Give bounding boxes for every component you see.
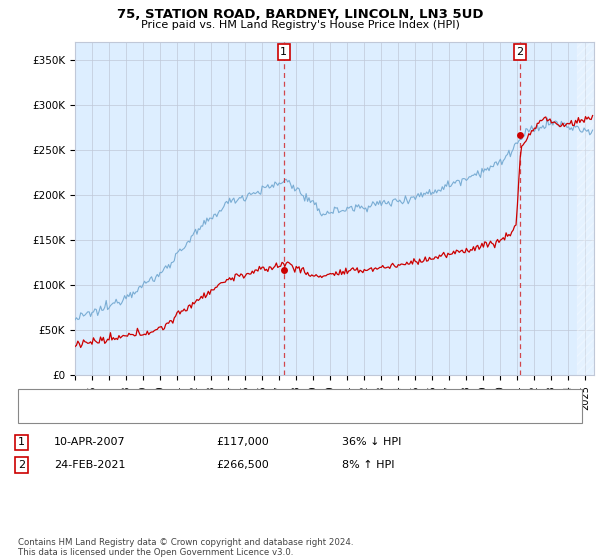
Text: £117,000: £117,000 bbox=[216, 437, 269, 447]
Text: Price paid vs. HM Land Registry's House Price Index (HPI): Price paid vs. HM Land Registry's House … bbox=[140, 20, 460, 30]
Text: 24-FEB-2021: 24-FEB-2021 bbox=[54, 460, 125, 470]
Text: 1: 1 bbox=[18, 437, 25, 447]
Text: 8% ↑ HPI: 8% ↑ HPI bbox=[342, 460, 395, 470]
Point bbox=[515, 130, 525, 139]
Text: £266,500: £266,500 bbox=[216, 460, 269, 470]
Text: 75, STATION ROAD, BARDNEY, LINCOLN, LN3 5UD: 75, STATION ROAD, BARDNEY, LINCOLN, LN3 … bbox=[117, 8, 483, 21]
Text: 36% ↓ HPI: 36% ↓ HPI bbox=[342, 437, 401, 447]
Text: ———: ——— bbox=[30, 389, 67, 403]
Point bbox=[279, 265, 289, 274]
Text: 1: 1 bbox=[280, 47, 287, 57]
Text: 2: 2 bbox=[18, 460, 25, 470]
Text: 10-APR-2007: 10-APR-2007 bbox=[54, 437, 125, 447]
Text: HPI: Average price, detached house, West Lindsey: HPI: Average price, detached house, West… bbox=[72, 410, 334, 421]
Bar bbox=[577, 42, 600, 375]
Text: 2: 2 bbox=[517, 47, 524, 57]
Text: 75, STATION ROAD, BARDNEY, LINCOLN, LN3 5UD (detached house): 75, STATION ROAD, BARDNEY, LINCOLN, LN3 … bbox=[72, 391, 425, 401]
Text: Contains HM Land Registry data © Crown copyright and database right 2024.
This d: Contains HM Land Registry data © Crown c… bbox=[18, 538, 353, 557]
Text: ———: ——— bbox=[30, 409, 67, 422]
